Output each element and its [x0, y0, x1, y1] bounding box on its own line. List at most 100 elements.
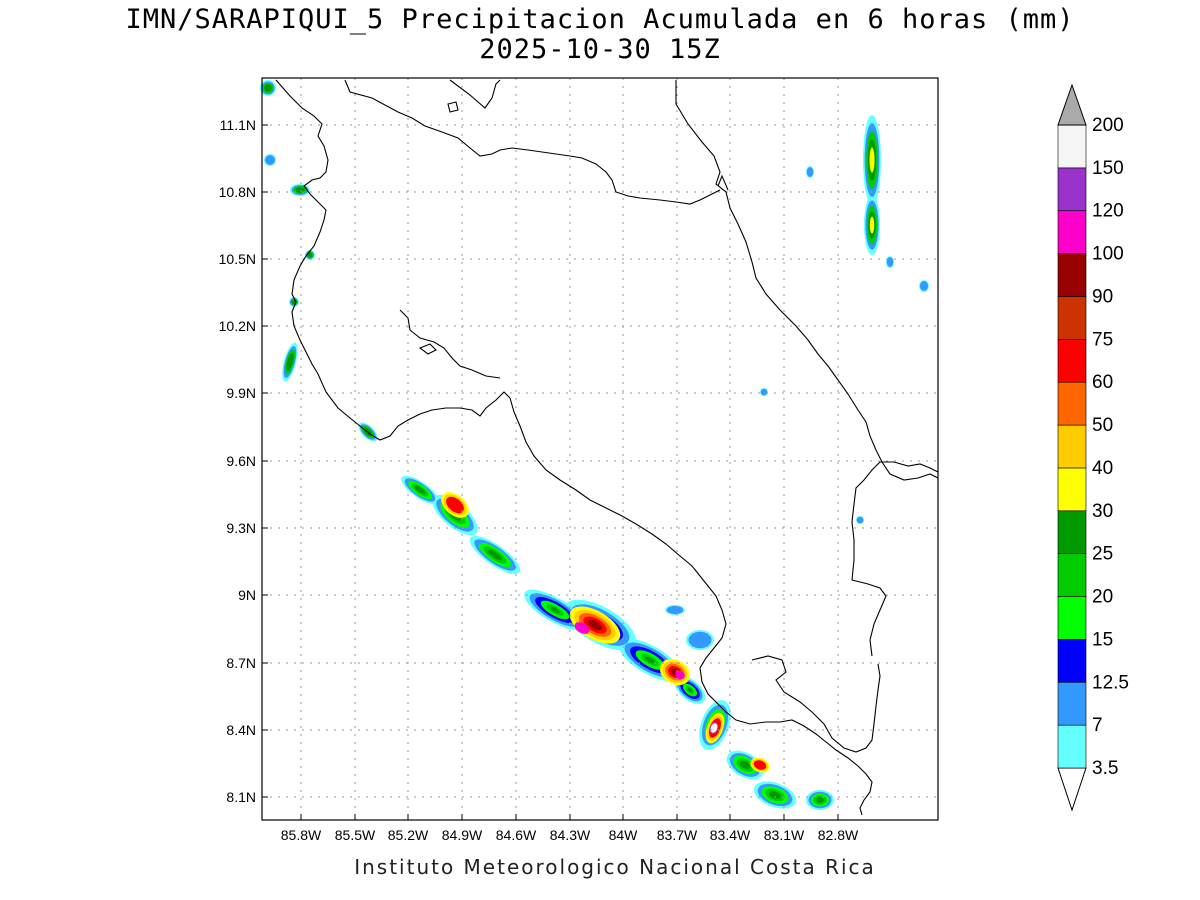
lon-tick-label: 84.3W — [550, 827, 591, 843]
precip-contour — [816, 797, 824, 803]
lat-tick-label: 8.4N — [226, 722, 256, 738]
colorbar-box — [1057, 681, 1087, 726]
pacific-coast-guanacaste — [275, 79, 329, 375]
lat-tick-label: 8.7N — [226, 655, 256, 671]
colorbar-level-label: 3.5 — [1092, 758, 1118, 779]
precip-contour — [264, 84, 272, 92]
gulf-nicoya-coast — [399, 309, 501, 379]
precip-contour — [414, 486, 426, 494]
lon-tick-label: 83.1W — [764, 827, 805, 843]
footer-credit: Instituto Meteorologico Nacional Costa R… — [354, 855, 876, 879]
colorbar-level-label: 12.5 — [1092, 672, 1129, 693]
map-frame — [261, 77, 939, 821]
lon-tick-label: 84.9W — [442, 827, 483, 843]
colorbar-box — [1057, 424, 1087, 469]
precip-contour — [295, 187, 305, 193]
panama-border — [851, 461, 939, 657]
island-ometepe — [447, 101, 459, 113]
colorbar-box — [1057, 596, 1087, 640]
precip-contour — [806, 167, 814, 177]
precip-contour — [574, 622, 590, 634]
precip-contour — [869, 147, 875, 173]
lon-tick-label: 84.6W — [496, 827, 537, 843]
lake-nicaragua-north — [449, 79, 501, 109]
nicoya-peninsula-coast — [317, 373, 873, 816]
colorbar-box — [1057, 639, 1087, 683]
precipitation-field — [260, 80, 929, 810]
lat-tick-label: 9.9N — [226, 385, 256, 401]
colorbar-box — [1057, 339, 1087, 383]
lon-tick-label: 82.8W — [818, 827, 859, 843]
colorbar-level-label: 50 — [1092, 415, 1113, 436]
lon-tick-label: 85.2W — [388, 827, 429, 843]
colorbar-box — [1057, 210, 1087, 254]
colorbar-level-label: 30 — [1092, 501, 1113, 522]
colorbar-top-triangle — [1057, 83, 1087, 126]
lake-nicaragua-shore — [344, 79, 721, 205]
colorbar-box — [1057, 296, 1087, 340]
precip-contour — [487, 549, 503, 561]
lat-tick-label: 10.5N — [219, 251, 256, 267]
precip-contour — [675, 670, 685, 680]
colorbar-level-label: 60 — [1092, 372, 1113, 393]
lat-tick-label: 9N — [238, 587, 256, 603]
lat-tick-label: 10.8N — [219, 184, 256, 200]
precip-contour — [587, 619, 603, 631]
precip-contour — [886, 257, 894, 267]
colorbar-level-label: 90 — [1092, 286, 1113, 307]
precip-contour — [856, 516, 864, 524]
colorbar-level-label: 150 — [1092, 158, 1124, 179]
colorbar-box — [1057, 381, 1087, 426]
precip-contour — [550, 606, 560, 614]
lon-tick-label: 83.7W — [657, 827, 698, 843]
title-line-1: IMN/SARAPIQUI_5 Precipitacion Acumulada … — [125, 4, 1075, 35]
precip-contour — [739, 760, 751, 770]
title-line-2: 2025-10-30 15Z — [479, 34, 721, 65]
nicaragua-border — [675, 80, 939, 481]
precip-contour — [446, 496, 464, 514]
colorbar-level-label: 200 — [1092, 115, 1124, 136]
precip-contour — [307, 252, 313, 258]
colorbar-level-label: 15 — [1092, 629, 1113, 650]
colorbar-bottom-triangle — [1057, 767, 1087, 812]
precip-contour — [919, 281, 929, 291]
colorbar-box — [1057, 124, 1087, 169]
precip-contour — [760, 388, 768, 396]
lon-tick-label: 85.8W — [281, 827, 322, 843]
colorbar-box — [1057, 253, 1087, 297]
lon-tick-label: 85.5W — [335, 827, 376, 843]
lat-tick-label: 10.2N — [219, 318, 256, 334]
precip-contour — [666, 605, 684, 615]
lat-tick-label: 9.3N — [226, 520, 256, 536]
lat-tick-label: 11.1N — [220, 117, 256, 133]
lon-tick-label: 84W — [609, 827, 639, 843]
precip-contour — [265, 155, 275, 165]
colorbar-level-label: 40 — [1092, 458, 1113, 479]
precip-contour — [753, 760, 767, 770]
coastline — [275, 79, 939, 816]
grid-lines — [262, 78, 938, 820]
precip-contour — [688, 631, 712, 649]
precip-contour — [286, 353, 294, 371]
colorbar-level-label: 75 — [1092, 329, 1113, 350]
lat-tick-label: 8.1N — [226, 789, 256, 805]
isla-chira — [418, 343, 437, 355]
golfo-dulce-coast — [751, 655, 881, 753]
colorbar-labels: 3.5 7 12.5 15 20 25 30 40 50 60 75 90 100 120 150 200 — [1092, 115, 1129, 779]
colorbar-box — [1057, 510, 1087, 554]
colorbar-legend: 3.5 7 12.5 15 20 25 30 40 50 60 75 90 100 120 150 200 — [1057, 83, 1129, 812]
colorbar-box — [1057, 167, 1087, 212]
colorbar-box — [1057, 724, 1087, 769]
precip-contour — [645, 656, 655, 664]
precip-contour — [769, 791, 781, 799]
colorbar-level-label: 25 — [1092, 544, 1113, 565]
latitude-labels: 11.1N 10.8N 10.5N 10.2N 9.9N 9.6N 9.3N 9N 8.7N 8.… — [219, 117, 268, 805]
colorbar-level-label: 100 — [1092, 244, 1124, 265]
precip-contour — [687, 687, 693, 693]
longitude-labels: 85.8W 85.5W 85.2W 84.9W 84.6W 84.3W 84W 83.7W 83… — [281, 814, 859, 843]
colorbar-level-label: 120 — [1092, 201, 1124, 222]
precip-contour — [710, 723, 718, 733]
colorbar-level-label: 20 — [1092, 587, 1113, 608]
